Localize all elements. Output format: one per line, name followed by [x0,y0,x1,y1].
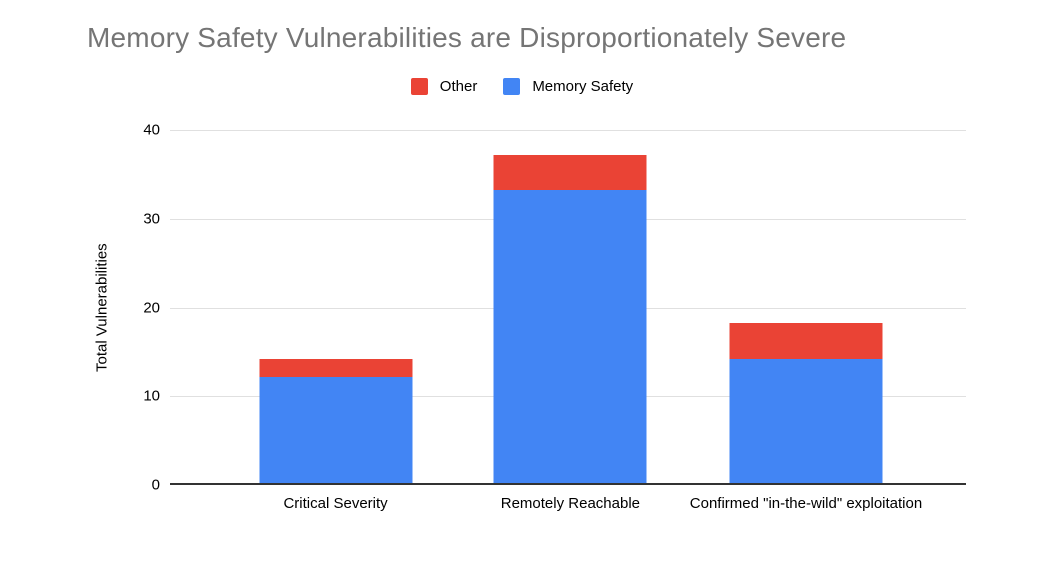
x-axis-category-label: Remotely Reachable [500,495,640,512]
legend-label: Memory Safety [532,78,634,95]
bar-segment-other [259,358,413,377]
bar-segment-memory-safety [729,358,883,483]
y-tick-label: 20 [143,299,160,316]
y-tick-label: 0 [151,476,160,494]
bar-segment-memory-safety [493,190,647,483]
y-tick-label: 30 [143,210,160,228]
bar-segment-other [493,154,647,191]
legend: Other Memory Safety [0,78,1044,95]
legend-item-memory-safety: Memory Safety [503,78,633,95]
chart-title: Memory Safety Vulnerabilities are Dispro… [87,22,847,53]
legend-item-other: Other [410,78,478,95]
legend-label: Other [439,78,478,95]
x-axis-category-label: Confirmed "in-the-wild" exploitation [689,495,923,512]
legend-swatch-icon [503,78,521,95]
y-tick-label: 10 [143,387,160,405]
x-axis-labels: Critical Severity Remotely Reachable Confi… [170,494,966,554]
bar-stack [259,358,413,483]
bar-segment-memory-safety [259,376,413,483]
plot-area [170,130,966,485]
gridline [170,130,966,131]
y-axis-ticks: 0 10 20 30 40 [0,122,160,494]
y-tick-label: 40 [143,121,160,139]
bar-segment-other [729,323,883,359]
x-axis-category-label: Critical Severity [283,495,388,512]
bar-stack [493,154,647,483]
legend-swatch-icon [410,78,428,95]
bar-stack [729,323,883,483]
